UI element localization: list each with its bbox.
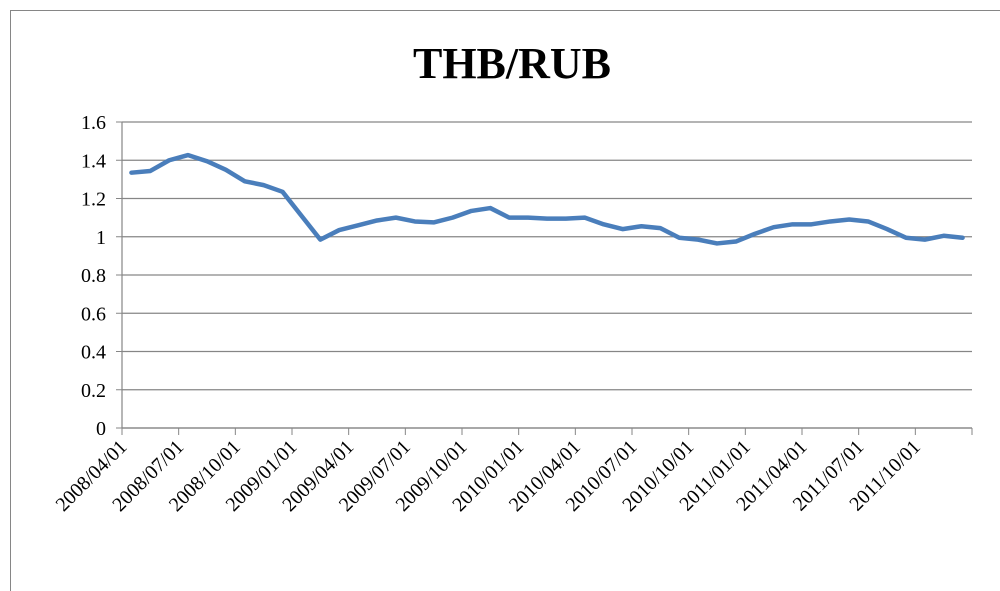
y-tick-label: 0.6 <box>81 303 106 325</box>
y-tick-label: 0.8 <box>81 265 106 287</box>
y-tick-label: 0 <box>96 418 106 440</box>
chart-title: THB/RUB <box>413 39 611 88</box>
y-tick-label: 1.6 <box>81 112 106 134</box>
data-line <box>129 152 965 246</box>
y-tick-label: 0.4 <box>81 342 106 364</box>
y-tick-label: 1 <box>96 227 106 249</box>
y-tick-label: 1.4 <box>81 150 106 172</box>
y-tick-label: 0.2 <box>81 380 106 402</box>
y-tick-label: 1.2 <box>81 189 106 211</box>
chart-border <box>10 10 1000 591</box>
